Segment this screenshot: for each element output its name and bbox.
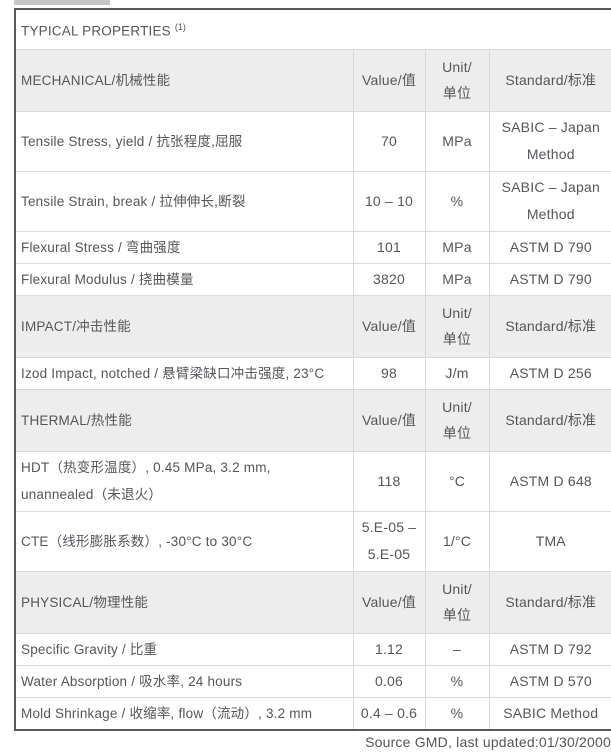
value-cell: 0.06 — [352, 664, 426, 698]
section-header-row-mechanical: MECHANICAL/机械性能 Value/值 Unit/ 单位 Standar… — [14, 48, 611, 112]
source-note: Source GMD, last updated:01/30/2000 — [365, 734, 611, 750]
section-header-row-impact: IMPACT/冲击性能 Value/值 Unit/ 单位 Standard/标准 — [14, 294, 611, 358]
unit-cell: MPa — [424, 262, 490, 296]
value-column-header: Value/值 — [352, 294, 426, 358]
property-cell: Water Absorption / 吸水率, 24 hours — [14, 664, 354, 698]
table-row-specific-gravity: Specific Gravity / 比重 1.12 – ASTM D 792 — [14, 632, 611, 666]
property-cell: Flexural Modulus / 挠曲模量 — [14, 262, 354, 296]
section-header-row-physical: PHYSICAL/物理性能 Value/值 Unit/ 单位 Standard/… — [14, 570, 611, 634]
table-row-tensile-stress: Tensile Stress, yield / 抗张程度,屈服 70 MPa S… — [14, 110, 611, 172]
standard-column-header: Standard/标准 — [488, 388, 611, 452]
unit-header-line1: Unit/ — [442, 59, 472, 75]
value-column-header: Value/值 — [352, 570, 426, 634]
table-row-cte: CTE（线形膨胀系数）, -30°C to 30°C 5.E-05 – 5.E-… — [14, 510, 611, 572]
standard-cell: ASTM D 790 — [488, 262, 611, 296]
unit-header-line1: Unit/ — [442, 305, 472, 321]
value-cell: 101 — [352, 230, 426, 264]
value-column-header: Value/值 — [352, 48, 426, 112]
unit-cell: MPa — [424, 110, 490, 172]
property-cell: HDT（热变形温度）, 0.45 MPa, 3.2 mm, unannealed… — [14, 450, 354, 512]
unit-cell: MPa — [424, 230, 490, 264]
property-cell: Mold Shrinkage / 收缩率, flow（流动）, 3.2 mm — [14, 696, 354, 730]
partial-tab-stub — [14, 0, 110, 5]
property-cell: Tensile Stress, yield / 抗张程度,屈服 — [14, 110, 354, 172]
property-cell: Flexural Stress / 弯曲强度 — [14, 230, 354, 264]
table-row-hdt: HDT（热变形温度）, 0.45 MPa, 3.2 mm, unannealed… — [14, 450, 611, 512]
typical-properties-table: TYPICAL PROPERTIES (1) MECHANICAL/机械性能 V… — [14, 8, 611, 731]
unit-cell: J/m — [424, 356, 490, 390]
unit-cell: 1/°C — [424, 510, 490, 572]
standard-cell: ASTM D 790 — [488, 230, 611, 264]
table-row-water-absorption: Water Absorption / 吸水率, 24 hours 0.06 % … — [14, 664, 611, 698]
value-cell: 98 — [352, 356, 426, 390]
unit-cell: % — [424, 664, 490, 698]
unit-column-header: Unit/ 单位 — [424, 570, 490, 634]
unit-header-line2: 单位 — [442, 607, 472, 623]
value-cell: 118 — [352, 450, 426, 512]
table-title-row: TYPICAL PROPERTIES (1) — [14, 8, 611, 50]
unit-column-header: Unit/ 单位 — [424, 388, 490, 452]
table-row-izod-impact: Izod Impact, notched / 悬臂梁缺口冲击强度, 23°C 9… — [14, 356, 611, 390]
table-title-cell: TYPICAL PROPERTIES (1) — [14, 8, 611, 50]
standard-column-header: Standard/标准 — [488, 294, 611, 358]
value-cell: 70 — [352, 110, 426, 172]
table-row-mold-shrinkage: Mold Shrinkage / 收缩率, flow（流动）, 3.2 mm 0… — [14, 696, 611, 730]
unit-column-header: Unit/ 单位 — [424, 48, 490, 112]
table-row-flexural-stress: Flexural Stress / 弯曲强度 101 MPa ASTM D 79… — [14, 230, 611, 264]
standard-cell: SABIC – Japan Method — [488, 170, 611, 232]
unit-cell: °C — [424, 450, 490, 512]
table-title: TYPICAL PROPERTIES — [21, 23, 171, 39]
property-cell: Izod Impact, notched / 悬臂梁缺口冲击强度, 23°C — [14, 356, 354, 390]
section-label: THERMAL/热性能 — [14, 388, 354, 452]
standard-cell: ASTM D 256 — [488, 356, 611, 390]
property-cell: CTE（线形膨胀系数）, -30°C to 30°C — [14, 510, 354, 572]
section-header-row-thermal: THERMAL/热性能 Value/值 Unit/ 单位 Standard/标准 — [14, 388, 611, 452]
unit-column-header: Unit/ 单位 — [424, 294, 490, 358]
value-column-header: Value/值 — [352, 388, 426, 452]
table-row-tensile-strain: Tensile Strain, break / 拉伸伸长,断裂 10 – 10 … — [14, 170, 611, 232]
standard-cell: TMA — [488, 510, 611, 572]
property-cell: Specific Gravity / 比重 — [14, 632, 354, 666]
value-cell: 10 – 10 — [352, 170, 426, 232]
standard-cell: ASTM D 792 — [488, 632, 611, 666]
value-cell: 1.12 — [352, 632, 426, 666]
table-title-footnote-marker: (1) — [174, 22, 186, 32]
unit-cell: – — [424, 632, 490, 666]
section-label: MECHANICAL/机械性能 — [14, 48, 354, 112]
property-cell: Tensile Strain, break / 拉伸伸长,断裂 — [14, 170, 354, 232]
unit-header-line1: Unit/ — [442, 399, 472, 415]
unit-cell: % — [424, 696, 490, 730]
standard-cell: SABIC Method — [488, 696, 611, 730]
standard-column-header: Standard/标准 — [488, 48, 611, 112]
table-row-flexural-modulus: Flexural Modulus / 挠曲模量 3820 MPa ASTM D … — [14, 262, 611, 296]
unit-header-line1: Unit/ — [442, 581, 472, 597]
unit-header-line2: 单位 — [442, 85, 472, 101]
value-cell: 0.4 – 0.6 — [352, 696, 426, 730]
section-label: PHYSICAL/物理性能 — [14, 570, 354, 634]
unit-cell: % — [424, 170, 490, 232]
standard-column-header: Standard/标准 — [488, 570, 611, 634]
unit-header-line2: 单位 — [442, 425, 472, 441]
value-cell: 5.E-05 – 5.E-05 — [352, 510, 426, 572]
standard-cell: SABIC – Japan Method — [488, 110, 611, 172]
unit-header-line2: 单位 — [442, 331, 472, 347]
section-label: IMPACT/冲击性能 — [14, 294, 354, 358]
value-cell: 3820 — [352, 262, 426, 296]
standard-cell: ASTM D 648 — [488, 450, 611, 512]
standard-cell: ASTM D 570 — [488, 664, 611, 698]
